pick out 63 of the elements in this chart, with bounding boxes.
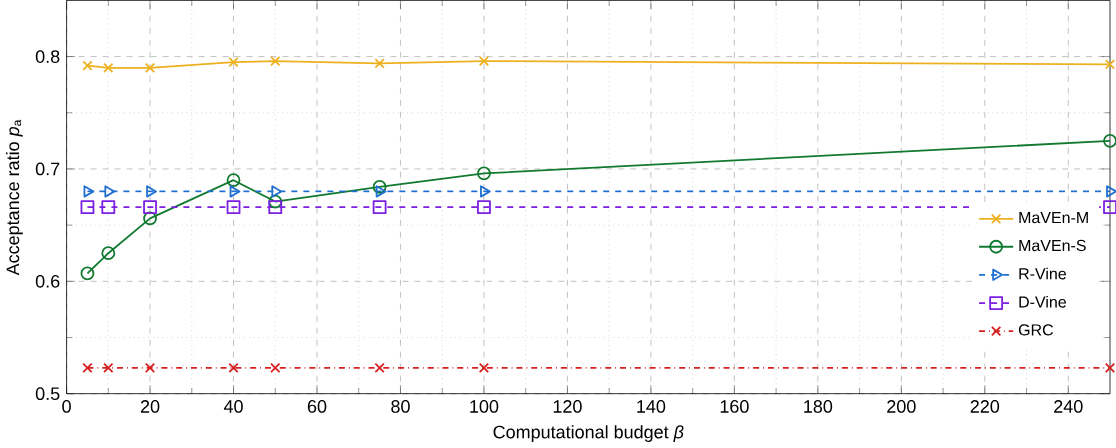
point xyxy=(101,246,116,261)
point xyxy=(101,200,116,215)
x-tick-label: 40 xyxy=(223,400,243,413)
x-axis-title: Computational budget β xyxy=(493,425,684,442)
y-tick-label: 0.8 xyxy=(35,50,60,63)
point xyxy=(270,362,281,373)
x-tick-label: 160 xyxy=(720,400,749,413)
point xyxy=(1106,185,1116,198)
point xyxy=(374,362,385,373)
x-tick-label: 140 xyxy=(637,400,666,413)
x-tick-label: 20 xyxy=(140,400,160,413)
x-tick-label: 0 xyxy=(62,400,71,413)
legend-label: MaVEn-S xyxy=(1019,239,1086,252)
point xyxy=(268,200,283,215)
point xyxy=(1104,59,1116,70)
legend-label: GRC xyxy=(1018,324,1054,336)
legend-label: MaVEn-M xyxy=(1019,212,1088,224)
point xyxy=(268,194,283,209)
x-tick-label: 120 xyxy=(553,400,582,413)
point xyxy=(143,211,157,226)
legend-label: D-Vine xyxy=(1019,295,1066,308)
point xyxy=(104,185,116,198)
point xyxy=(82,60,93,71)
y-tick-label: 0.7 xyxy=(35,162,60,176)
x-tick-label: 200 xyxy=(887,400,916,413)
x-tick-label: 240 xyxy=(1054,400,1083,413)
point xyxy=(228,362,239,373)
legend-label: R-Vine xyxy=(1019,267,1066,280)
point xyxy=(103,62,114,73)
x-tick-label: 180 xyxy=(804,400,833,413)
point xyxy=(143,200,157,215)
point xyxy=(144,362,156,373)
x-tick-label: 100 xyxy=(470,400,499,413)
point xyxy=(372,180,387,194)
point xyxy=(478,362,490,373)
point xyxy=(82,362,93,373)
point xyxy=(375,185,387,198)
point xyxy=(477,166,491,181)
x-tick-label: 60 xyxy=(307,400,327,413)
point xyxy=(80,266,95,281)
point xyxy=(226,173,241,188)
y-axis-title: Acceptance ratio p$_{a}$ xyxy=(6,119,23,276)
point xyxy=(480,185,491,198)
point xyxy=(228,57,239,68)
x-tick-label: 80 xyxy=(391,400,410,413)
point xyxy=(103,362,114,373)
point xyxy=(1103,133,1116,148)
point xyxy=(80,200,95,215)
point xyxy=(146,185,157,198)
point xyxy=(372,200,387,215)
point xyxy=(229,185,241,198)
y-tick-label: 0.6 xyxy=(35,274,60,288)
point xyxy=(270,55,281,67)
y-tick-label: 0.5 xyxy=(35,387,60,401)
point xyxy=(226,200,241,215)
point xyxy=(374,58,385,69)
point xyxy=(477,200,491,215)
point xyxy=(1104,362,1116,373)
point xyxy=(83,185,95,198)
point xyxy=(271,185,283,198)
point xyxy=(478,55,490,67)
point xyxy=(144,62,156,73)
x-tick-label: 220 xyxy=(970,400,1000,413)
